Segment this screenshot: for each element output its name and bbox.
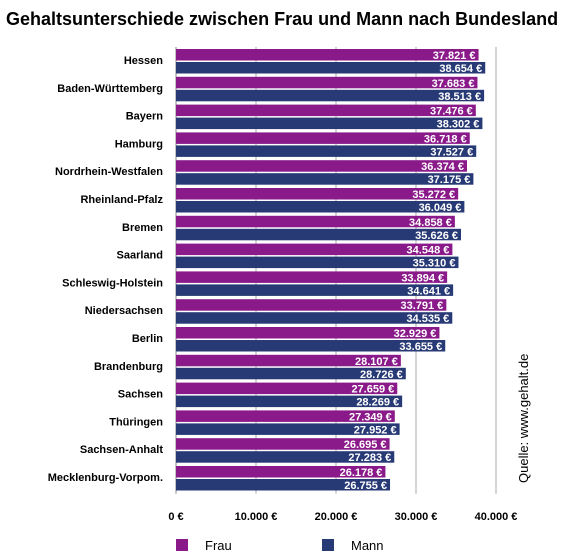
data-label-mann: 36.049 € — [419, 202, 462, 214]
data-label-frau: 36.718 € — [424, 133, 467, 145]
legend-swatch-frau — [176, 539, 188, 551]
data-label-frau: 27.349 € — [349, 411, 392, 423]
bar-mann-mecklenburg-vorpom — [176, 479, 391, 491]
category-label: Rheinland-Pfalz — [80, 194, 163, 206]
data-label-frau: 33.894 € — [401, 272, 444, 284]
category-label: Bremen — [122, 222, 163, 234]
data-label-frau: 26.178 € — [340, 467, 383, 479]
bar-frau-niedersachsen — [176, 299, 447, 311]
data-label-mann: 34.641 € — [407, 285, 450, 297]
data-label-mann: 33.655 € — [399, 341, 442, 353]
bar-frau-baden-wuerttemberg — [176, 76, 478, 89]
data-label-mann: 35.310 € — [413, 258, 456, 270]
category-label: Mecklenburg-Vorpom. — [48, 472, 163, 484]
data-label-frau: 28.107 € — [355, 356, 398, 368]
data-label-frau: 34.858 € — [409, 217, 452, 229]
data-label-frau: 33.791 € — [400, 300, 443, 312]
data-label-mann: 28.726 € — [360, 369, 403, 381]
bar-mann-nordrhein-westfalen — [176, 173, 474, 185]
category-label: Sachsen-Anhalt — [80, 444, 163, 456]
data-label-mann: 27.283 € — [348, 452, 391, 464]
data-label-frau: 26.695 € — [344, 439, 387, 451]
bar-frau-bayern — [176, 104, 476, 117]
data-label-frau: 32.929 € — [394, 328, 437, 340]
bar-frau-brandenburg — [176, 354, 401, 367]
x-tick-label: 20.000 € — [315, 511, 358, 523]
category-label: Hamburg — [115, 138, 163, 150]
legend-label-mann: Mann — [351, 537, 384, 553]
category-label: Thüringen — [109, 416, 163, 428]
data-label-mann: 38.654 € — [439, 63, 482, 75]
bar-frau-rheinland-pfalz — [176, 188, 459, 200]
data-label-mann: 37.175 € — [428, 174, 471, 186]
data-label-frau: 37.476 € — [430, 106, 473, 118]
legend-swatch-mann — [322, 539, 334, 551]
data-label-mann: 27.952 € — [354, 424, 397, 436]
bar-mann-berlin — [176, 340, 446, 352]
category-label: Niedersachsen — [85, 305, 164, 317]
data-label-mann: 37.527 € — [430, 146, 473, 158]
data-label-mann: 38.513 € — [438, 91, 481, 103]
chart-title: Gehaltsunterschiede zwischen Frau und Ma… — [6, 9, 559, 29]
data-label-frau: 36.374 € — [421, 161, 464, 173]
bar-mann-niedersachsen — [176, 312, 453, 324]
bar-frau-bremen — [176, 215, 455, 228]
category-label: Saarland — [117, 250, 163, 262]
legend-item-mann: Mann — [322, 536, 384, 554]
category-label: Schleswig-Holstein — [62, 277, 163, 289]
bar-frau-sachsen-anhalt — [176, 438, 390, 450]
bar-mann-rheinland-pfalz — [176, 201, 465, 213]
bar-mann-sachsen — [176, 395, 403, 408]
category-label: Berlin — [132, 333, 163, 345]
data-label-frau: 27.659 € — [351, 384, 394, 396]
data-label-frau: 34.548 € — [407, 245, 450, 257]
x-tick-label: 40.000 € — [475, 511, 518, 523]
bar-frau-hamburg — [176, 132, 470, 144]
bar-mann-baden-wuerttemberg — [176, 89, 485, 102]
category-label: Nordrhein-Westfalen — [55, 166, 163, 178]
bar-mann-schleswig-holstein — [176, 284, 454, 296]
category-label: Hessen — [124, 55, 163, 67]
data-label-mann: 26.755 € — [344, 480, 387, 492]
x-tick-label: 30.000 € — [395, 511, 438, 523]
data-label-frau: 35.272 € — [412, 189, 455, 201]
x-tick-label: 0 € — [168, 511, 183, 523]
legend-label-frau: Frau — [205, 537, 232, 553]
category-label: Sachsen — [118, 389, 164, 401]
source-note: Quelle: www.gehalt.de — [516, 353, 531, 483]
bar-frau-hessen — [176, 49, 479, 61]
legend-item-frau: Frau — [176, 536, 232, 554]
bar-mann-thueringen — [176, 423, 400, 435]
bar-mann-hamburg — [176, 145, 477, 157]
bar-mann-hessen — [176, 62, 486, 74]
category-label: Brandenburg — [94, 361, 163, 373]
data-label-mann: 38.302 € — [437, 119, 480, 131]
bar-mann-bremen — [176, 228, 462, 241]
bar-frau-mecklenburg-vorpom — [176, 466, 386, 478]
bar-frau-schleswig-holstein — [176, 271, 448, 283]
bar-mann-bayern — [176, 117, 483, 130]
bar-frau-saarland — [176, 243, 453, 256]
bar-mann-saarland — [176, 256, 459, 269]
data-label-frau: 37.821 € — [433, 50, 476, 62]
bar-mann-brandenburg — [176, 367, 406, 380]
bar-frau-berlin — [176, 327, 440, 339]
data-label-mann: 28.269 € — [356, 397, 399, 409]
bar-frau-thueringen — [176, 410, 395, 422]
bar-mann-sachsen-anhalt — [176, 451, 395, 463]
bar-frau-sachsen — [176, 382, 398, 395]
bar-frau-nordrhein-westfalen — [176, 160, 467, 172]
data-label-mann: 35.626 € — [415, 230, 458, 242]
category-label: Baden-Württemberg — [57, 83, 163, 95]
data-label-frau: 37.683 € — [432, 78, 475, 90]
x-tick-label: 10.000 € — [235, 511, 278, 523]
category-label: Bayern — [126, 111, 164, 123]
data-label-mann: 34.535 € — [406, 313, 449, 325]
